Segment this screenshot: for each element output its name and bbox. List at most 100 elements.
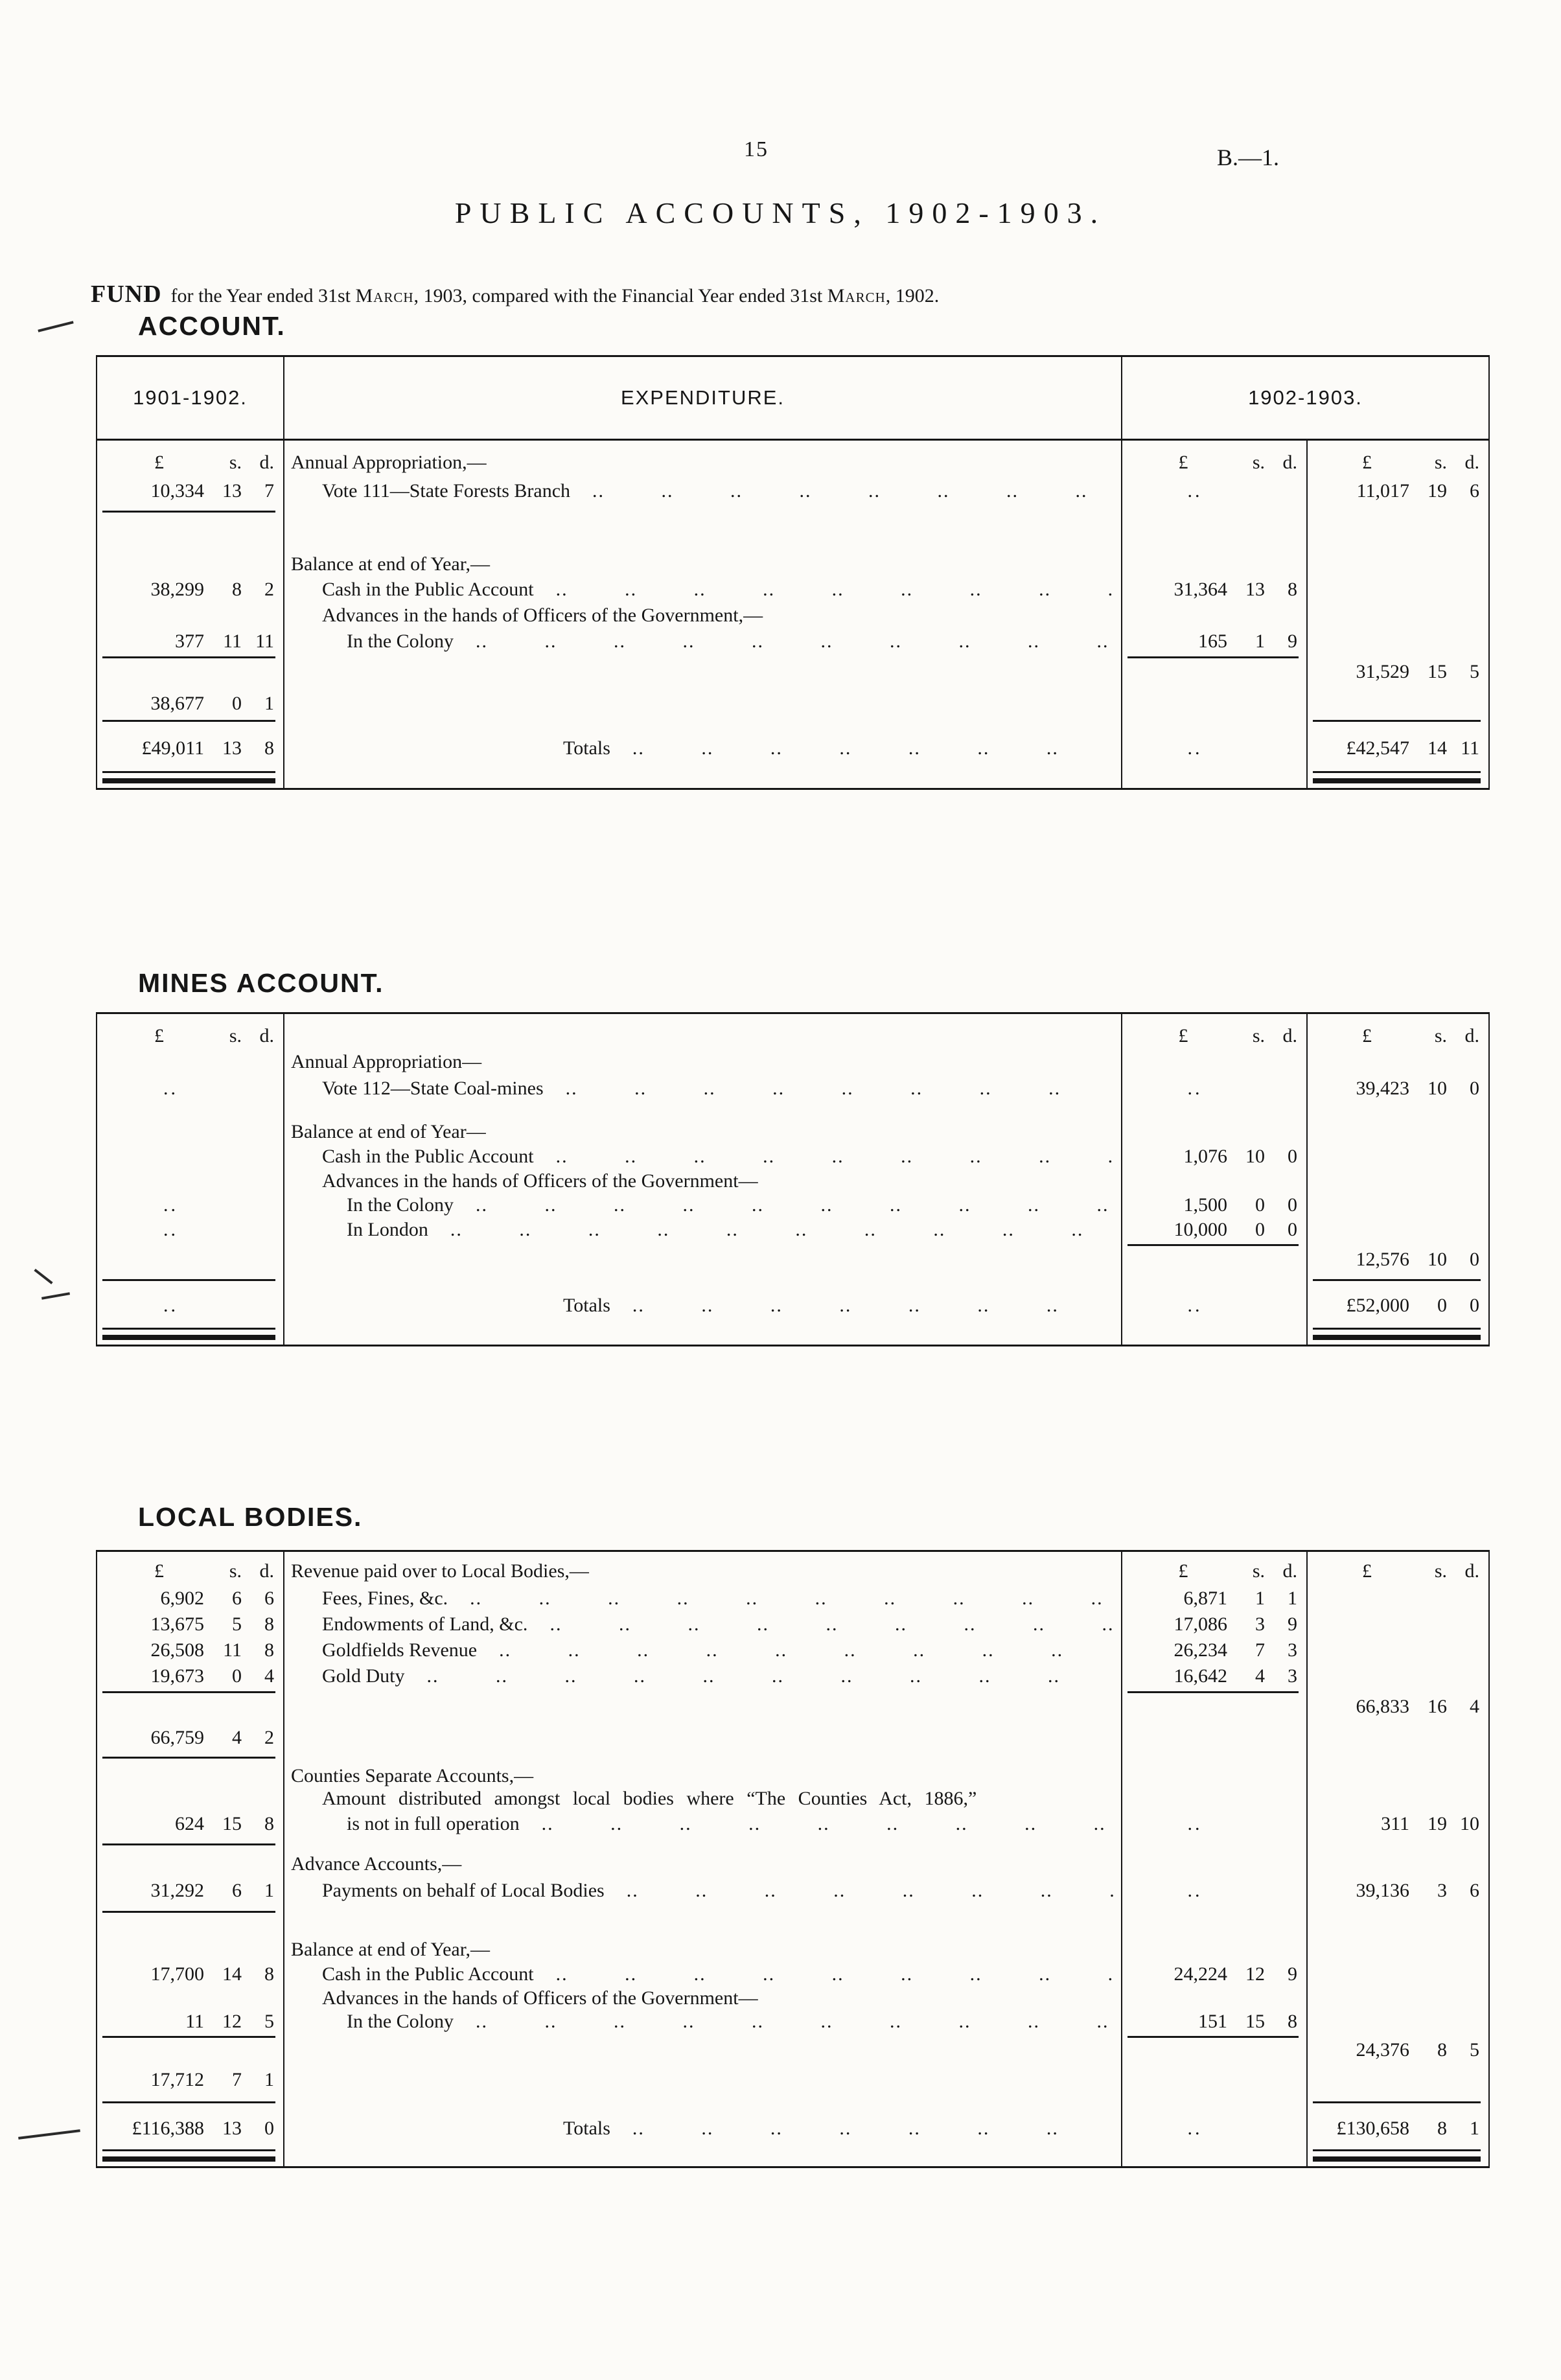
rule-row [97,1277,1488,1286]
double-rule [97,768,284,788]
amount-cur-inner: 165 1 9 [1122,629,1308,654]
line-label: In the Colony [347,1194,454,1216]
table-row: Advances in the hands of Officers of the… [97,603,1488,629]
leader-dots: .. .. .. .. .. .. .. .. .. .. .. .. .. .… [450,1219,1115,1240]
leader-dots: .. .. .. .. .. .. .. .. .. .. .. .. .. .… [626,1880,1115,1901]
description: Fees, Fines, &c. .. .. .. .. .. .. .. .. … [284,1586,1122,1612]
page-number: 15 [744,137,769,161]
line-label: Endowments of Land, &c. [322,1613,528,1635]
lsd-header-prev: £ s. d. [97,1552,284,1586]
amount-cur-inner: 26,234 7 3 [1122,1637,1308,1663]
line-label: In the Colony [347,2011,454,2032]
line-label: Gold Duty [322,1665,405,1687]
column-rule [97,1906,284,1919]
rule-row [97,2094,1488,2110]
table-row: 66,833 16 4 [97,1689,1488,1724]
section-label: Advances in the hands of Officers of the… [322,605,763,626]
amount-cur-inner: 10,000 0 0 [1122,1218,1308,1242]
subtitle-text: , 1902. [885,285,940,306]
line-label: Fees, Fines, &c. [322,1588,448,1609]
section-label: Balance at end of Year,— [291,1939,491,1960]
section-label: Counties Separate Accounts,— [291,1765,534,1786]
amount-prev: 26,508 11 8 [97,1637,284,1663]
scan-artifact [34,1268,53,1285]
double-rule-row [97,1325,1488,1345]
line-label: Vote 112—State Coal-mines [322,1078,544,1099]
leader-dots: .. .. .. .. .. .. .. .. .. .. .. .. .. .… [555,1146,1115,1167]
column-rule [97,1689,284,1724]
totals-prev: £116,388 13 0 [97,2110,284,2147]
col-header-prev-year: 1901-1902. [97,357,284,439]
totals-label: Totals [563,737,610,759]
amount-prev-empty: .. [97,1218,284,1242]
double-rule [1308,768,1488,788]
description: In the Colony .. .. .. .. .. .. .. .. .. … [284,629,1122,654]
scan-artifact [38,321,74,332]
totals-prev-empty: .. [97,1286,284,1325]
table-row: 17,712 7 1 [97,2066,1488,2094]
totals-cur: £52,000 0 0 [1346,1295,1480,1316]
double-rule [1308,1325,1488,1345]
table-row: 31,529 15 5 [97,654,1488,689]
document-reference: B.—1. [1217,144,1280,170]
subtitle-month: March [827,285,886,306]
amount-prev: 624 15 8 [97,1810,284,1838]
double-rule-row [97,768,1488,788]
leader-dots: .. .. .. .. .. .. .. .. .. .. .. .. .. .… [426,1665,1115,1687]
table-row: Balance at end of Year,— [97,1938,1488,1961]
section-label: Balance at end of Year— [291,1121,486,1142]
column-rule [1122,1242,1308,1277]
line-label: In the Colony [347,630,454,652]
amount-cur-inner: 6,871 1 1 [1122,1586,1308,1612]
table-row: 10,334 13 7 Vote 111—State Forests Branch.… [97,477,1488,505]
line-label: is not in full operation [347,1813,520,1834]
amount-cur-inner: 1,076 10 0 [1122,1144,1308,1170]
column-rule [1308,718,1488,728]
table-row: 13,675 5 8 Endowments of Land, &c. .. .. ..… [97,1612,1488,1637]
totals-prev: £49,011 13 8 [97,728,284,768]
description: Vote 111—State Forests Branch .. .. .. ..… [284,477,1122,505]
col-header-expenditure: EXPENDITURE. [284,357,1122,439]
lsd-header-prev: £ s. d. [97,1014,284,1050]
table-row: 6,902 6 6 Fees, Fines, &c. .. .. .. .. .. .… [97,1586,1488,1612]
subtitle-text: for the Year ended 31st [170,285,356,306]
description: Gold Duty .. .. .. .. .. .. .. .. .. .. .… [284,1663,1122,1689]
fund-account-table: 1901-1902. EXPENDITURE. 1902-1903. £ s. d.… [96,355,1490,790]
amount-cur-inner: 17,086 3 9 [1122,1612,1308,1637]
column-rule [97,2034,284,2066]
table-row: 12,576 10 0 [97,1242,1488,1277]
description: Annual Appropriation— [284,1050,1122,1074]
amount-cur-inner-empty: .. [1122,1074,1308,1103]
leader-dots: .. .. .. .. .. .. .. .. .. .. .. .. .. .… [555,579,1115,600]
amount-prev: 17,700 14 8 [97,1961,284,1987]
leader-dots: .. .. .. .. .. .. .. .. .. .. .. .. .. .… [592,480,1115,502]
amount-prev-subtotal: 38,677 0 1 [97,689,284,718]
double-rule [1308,2147,1488,2166]
table-row: .. In the Colony .. .. .. .. .. .. .. .. … [97,1193,1488,1218]
leader-dots: .. .. .. .. .. .. .. .. .. .. .. .. .. .… [476,2011,1115,2032]
amount-cur-outer: 11,017 19 6 [1356,480,1479,502]
spacer-row [97,1103,1488,1120]
table-row: 26,508 11 8 Goldfields Revenue .. .. .. .. … [97,1637,1488,1663]
totals-row: £116,388 13 0 Totals.. .. .. .. .. .. .. .… [97,2110,1488,2147]
leader-dots: .. .. .. .. .. .. .. .. .. .. .. .. .. .… [549,1613,1115,1635]
page-title: PUBLIC ACCOUNTS, 1902-1903. [454,196,1107,229]
amount-prev: 6,902 6 6 [97,1586,284,1612]
amount-cur-subtotal: 66,833 16 4 [1356,1696,1480,1717]
column-rule [97,1751,284,1764]
description: Advances in the hands of Officers of the… [284,1987,1122,2009]
table-row: 38,299 8 2 Cash in the Public Account .. ..… [97,577,1488,603]
table-row: 38,677 0 1 [97,689,1488,718]
amount-prev-subtotal: 66,759 4 2 [97,1724,284,1751]
lsd-header-cur-inner: £ s. d. [1122,1552,1308,1586]
lsd-header-cur-outer: £ s. d. [1362,452,1479,473]
double-rule [97,2147,284,2166]
table-row: 19,673 0 4 Gold Duty .. .. .. .. .. .. .. .… [97,1663,1488,1689]
description: Advances in the hands of Officers of the… [284,603,1122,629]
amount-cur-subtotal: 31,529 15 5 [1356,661,1480,682]
amount-cur-inner: 151 15 8 [1122,2009,1308,2034]
totals-cur-inner-empty: .. [1122,2110,1308,2147]
table-row: Amount distributed amongst local bodies … [97,1788,1488,1810]
fund-subtitle: FUND for the Year ended 31st March, 1903,… [91,280,939,308]
amount-cur-inner-empty: .. [1122,477,1308,505]
